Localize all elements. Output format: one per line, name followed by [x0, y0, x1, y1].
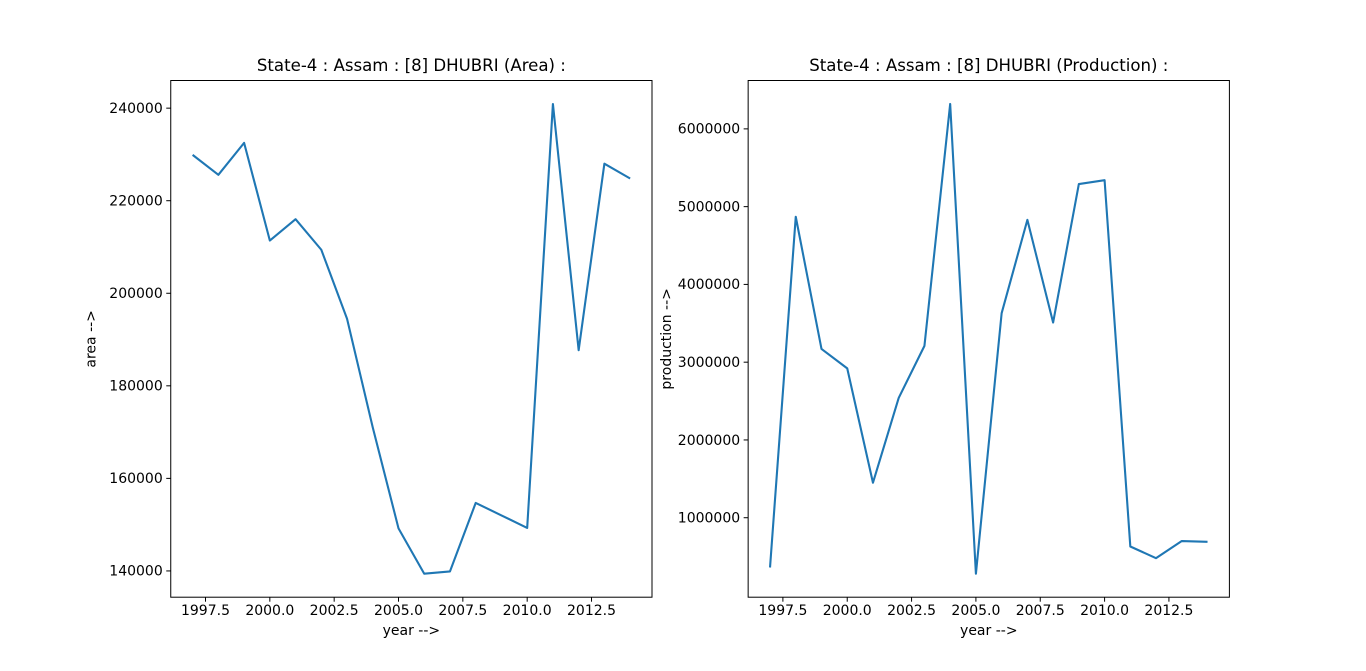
y-tick-label: 180000: [109, 379, 162, 395]
y-tick-label: 220000: [109, 194, 162, 210]
area-chart: 1997.5 2000.0 2002.5 2005.0 2007.5 2010.0 2012…: [84, 56, 653, 639]
y-tick-label: 3000000: [678, 355, 740, 371]
y-tick-label: 160000: [109, 471, 162, 487]
x-tick-label: 2002.5: [310, 603, 359, 619]
production-axis-ticks: 1997.5 2000.0 2002.5 2005.0 2007.5 2010.0 2012…: [678, 122, 1194, 620]
x-tick-label: 2010.0: [1080, 603, 1129, 619]
x-tick-label: 1997.5: [181, 603, 230, 619]
area-x-axis-label: year -->: [383, 623, 441, 639]
y-tick-label: 140000: [109, 564, 162, 580]
x-tick-label: 2012.5: [1144, 603, 1193, 619]
y-tick-label: 4000000: [678, 277, 740, 293]
y-tick-label: 1000000: [678, 511, 740, 527]
production-chart: 1997.5 2000.0 2002.5 2005.0 2007.5 2010.0 2012…: [659, 56, 1230, 639]
x-tick-label: 2000.0: [823, 603, 872, 619]
x-tick-label: 2007.5: [438, 603, 487, 619]
y-tick-label: 2000000: [678, 433, 740, 449]
x-tick-label: 2002.5: [887, 603, 936, 619]
production-y-axis-label: production -->: [659, 288, 675, 389]
area-axis-ticks: 1997.5 2000.0 2002.5 2005.0 2007.5 2010.0 2012…: [109, 101, 616, 619]
x-tick-label: 1997.5: [758, 603, 807, 619]
x-tick-label: 2012.5: [567, 603, 616, 619]
production-plot-region: [747, 80, 1230, 598]
x-tick-label: 2007.5: [1016, 603, 1065, 619]
x-tick-label: 2005.0: [374, 603, 423, 619]
x-tick-label: 2010.0: [503, 603, 552, 619]
area-y-axis-label: area -->: [84, 310, 100, 368]
y-tick-label: 5000000: [678, 199, 740, 215]
production-data-line: [768, 102, 1208, 575]
x-tick-label: 2000.0: [245, 603, 294, 619]
production-x-axis-label: year -->: [960, 623, 1018, 639]
area-data-line: [191, 102, 631, 575]
y-tick-label: 200000: [109, 286, 162, 302]
area-chart-title: State-4 : Assam : [8] DHUBRI (Area) :: [257, 56, 566, 75]
x-tick-label: 2005.0: [951, 603, 1000, 619]
production-chart-title: State-4 : Assam : [8] DHUBRI (Production…: [809, 56, 1168, 75]
y-tick-label: 240000: [109, 101, 162, 117]
y-tick-label: 6000000: [678, 122, 740, 138]
